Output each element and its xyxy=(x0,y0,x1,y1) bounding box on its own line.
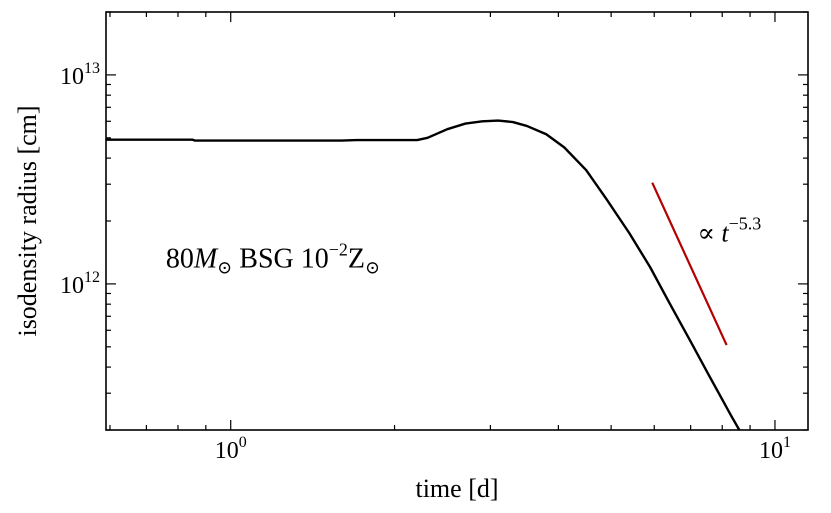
plot-area xyxy=(106,119,741,430)
annotations-group: 80M⊙ BSG 10−2Z⊙ ∝ t−5.3 xyxy=(166,213,761,277)
reference-slope-line xyxy=(651,182,728,346)
x-tick-label: 101 xyxy=(759,434,791,464)
series-group xyxy=(106,119,741,430)
x-tick-label: 100 xyxy=(215,434,247,464)
y-tick-label: 1013 xyxy=(60,60,100,90)
model-annotation: 80M⊙ BSG 10−2Z⊙ xyxy=(166,239,380,277)
y-axis-label: isodensity radius [cm] xyxy=(13,105,42,336)
axis-labels-group: time [d] isodensity radius [cm] xyxy=(13,105,499,503)
axis-ticks: 100 101 1012 1013 xyxy=(60,11,808,464)
x-axis-label: time [d] xyxy=(415,474,498,503)
slope-annotation: ∝ t−5.3 xyxy=(697,213,761,247)
series-line-0 xyxy=(106,119,741,430)
y-tick-label: 1012 xyxy=(60,269,100,299)
plot-frame xyxy=(105,11,809,431)
